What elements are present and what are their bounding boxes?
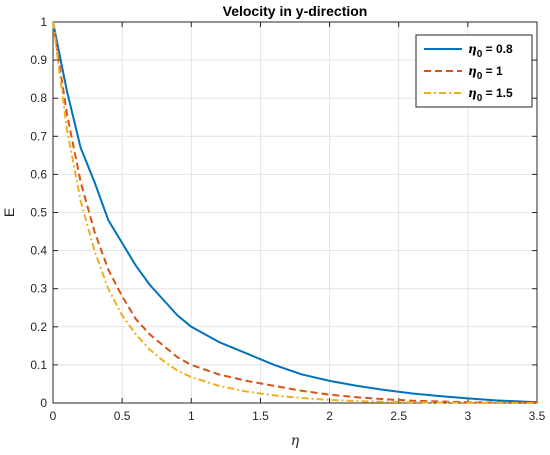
x-tick-label: 1.5	[252, 409, 269, 423]
legend-entry-3: η0 = 1.5	[468, 86, 513, 104]
x-tick-label: 2.5	[390, 409, 407, 423]
y-tick-label: 0.2	[30, 320, 47, 334]
chart-title: Velocity in y-direction	[223, 3, 368, 19]
y-tick-label: 0.3	[30, 282, 47, 296]
grid	[52, 21, 538, 404]
legend-symbol: η	[468, 64, 477, 78]
legend: η0 = 0.8η0 = 1η0 = 1.5	[415, 34, 533, 108]
legend-value: = 1.5	[482, 86, 513, 100]
x-tick-label: 3.5	[529, 409, 546, 423]
x-axis-label: η	[291, 433, 300, 449]
series-line-2	[52, 21, 538, 404]
x-tick-label: 0.5	[114, 409, 131, 423]
y-tick-label: 0.7	[30, 129, 47, 143]
y-tick-label: 0.5	[30, 206, 47, 220]
legend-subscript: 0	[477, 93, 483, 104]
x-tick-label: 2	[326, 409, 333, 423]
axis-ticks: 0 0.5 1 1.5 2 2.5 3 3.5 0 0.1 0.2 0.3 0.4 0.5 0.6 0.7 0.…	[30, 15, 545, 423]
y-tick-label: 0.4	[30, 244, 47, 258]
x-tick-label: 0	[50, 409, 57, 423]
y-tick-label: 0	[40, 396, 47, 410]
x-tick-label: 3	[465, 409, 472, 423]
legend-entry-2: η0 = 1	[468, 64, 503, 82]
legend-value: = 1	[482, 64, 503, 78]
y-tick-label: 1	[40, 15, 47, 29]
x-tick-label: 1	[188, 409, 195, 423]
y-tick-label: 0.9	[30, 53, 47, 67]
legend-subscript: 0	[477, 71, 483, 82]
legend-symbol: η	[468, 86, 477, 100]
legend-entry-1: η0 = 0.8	[468, 42, 513, 60]
legend-symbol: η	[468, 42, 477, 56]
series-lines	[52, 21, 538, 404]
y-tick-label: 0.6	[30, 167, 47, 181]
series-line-1	[52, 21, 538, 404]
y-tick-label: 0.8	[30, 91, 47, 105]
series-line-3	[52, 21, 538, 404]
legend-subscript: 0	[477, 49, 483, 60]
y-tick-label: 0.1	[30, 358, 47, 372]
legend-value: = 0.8	[482, 42, 513, 56]
y-axis-label: E	[1, 208, 17, 217]
